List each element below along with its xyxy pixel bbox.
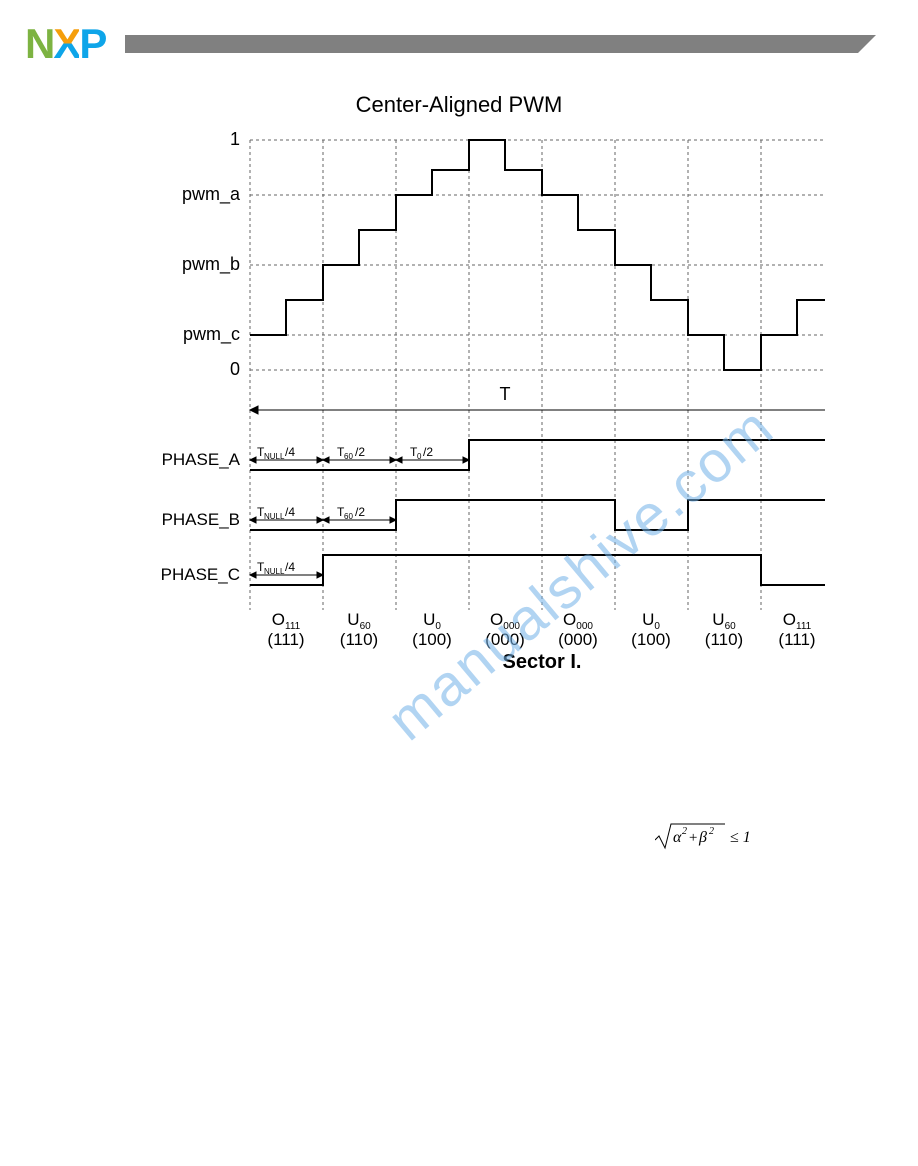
svg-text:1: 1 xyxy=(230,130,240,149)
svg-text:pwm_a: pwm_a xyxy=(182,184,241,205)
logo-p: P xyxy=(79,20,105,67)
svg-text:(000): (000) xyxy=(485,630,525,649)
svg-text:(111): (111) xyxy=(267,630,304,649)
header-bar xyxy=(125,35,858,53)
svg-text:pwm_c: pwm_c xyxy=(183,324,240,345)
svg-text:U60: U60 xyxy=(712,610,736,632)
chart-title: Center-Aligned PWM xyxy=(0,92,918,118)
svg-text:(100): (100) xyxy=(412,630,452,649)
svg-text:U0: U0 xyxy=(642,610,660,632)
svg-text:PHASE_B: PHASE_B xyxy=(162,510,240,529)
svg-text:(000): (000) xyxy=(558,630,598,649)
pwm-chart: 1 pwm_a pwm_b pwm_c 0 T PHASE_A TNULL/4 xyxy=(145,130,825,670)
svg-text:/4: /4 xyxy=(285,445,295,459)
svg-text:/2: /2 xyxy=(355,505,365,519)
svg-text:O000: O000 xyxy=(490,610,520,632)
svg-text:O000: O000 xyxy=(563,610,593,632)
svg-text:2: 2 xyxy=(682,826,687,837)
svg-text:O111: O111 xyxy=(272,610,301,632)
svg-text:U0: U0 xyxy=(423,610,441,632)
chart-svg: 1 pwm_a pwm_b pwm_c 0 T PHASE_A TNULL/4 xyxy=(145,130,825,670)
svg-text:(111): (111) xyxy=(778,630,815,649)
logo-n: N xyxy=(25,20,53,67)
svg-text:PHASE_C: PHASE_C xyxy=(161,565,240,584)
svg-text:β: β xyxy=(698,829,707,846)
svg-text:0: 0 xyxy=(417,452,422,461)
svg-text:(110): (110) xyxy=(340,630,378,649)
svg-text:≤ 1: ≤ 1 xyxy=(730,829,751,846)
svg-text:PHASE_A: PHASE_A xyxy=(162,450,241,469)
svg-text:pwm_b: pwm_b xyxy=(182,254,240,275)
svg-text:NULL: NULL xyxy=(264,452,285,461)
svg-text:60: 60 xyxy=(344,512,353,521)
svg-text:U60: U60 xyxy=(347,610,371,632)
svg-text:0: 0 xyxy=(230,359,240,379)
svg-text:NULL: NULL xyxy=(264,512,285,521)
svg-text:/4: /4 xyxy=(285,505,295,519)
svg-text:O111: O111 xyxy=(783,610,812,632)
svg-text:2: 2 xyxy=(709,826,714,837)
svg-text:60: 60 xyxy=(344,452,353,461)
svg-text:/4: /4 xyxy=(285,560,295,574)
svg-text:/2: /2 xyxy=(423,445,433,459)
svg-text:(100): (100) xyxy=(631,630,671,649)
equation: α 2 + β 2 ≤ 1 xyxy=(655,822,775,857)
svg-text:(110): (110) xyxy=(705,630,743,649)
svg-text:T: T xyxy=(500,384,511,404)
svg-text:+: + xyxy=(688,830,698,846)
svg-text:Sector I.: Sector I. xyxy=(503,651,582,670)
svg-text:NULL: NULL xyxy=(264,567,285,576)
svg-text:/2: /2 xyxy=(355,445,365,459)
nxp-logo: NXP xyxy=(25,20,105,68)
svg-text:α: α xyxy=(673,829,682,846)
logo-x: X xyxy=(53,20,79,67)
